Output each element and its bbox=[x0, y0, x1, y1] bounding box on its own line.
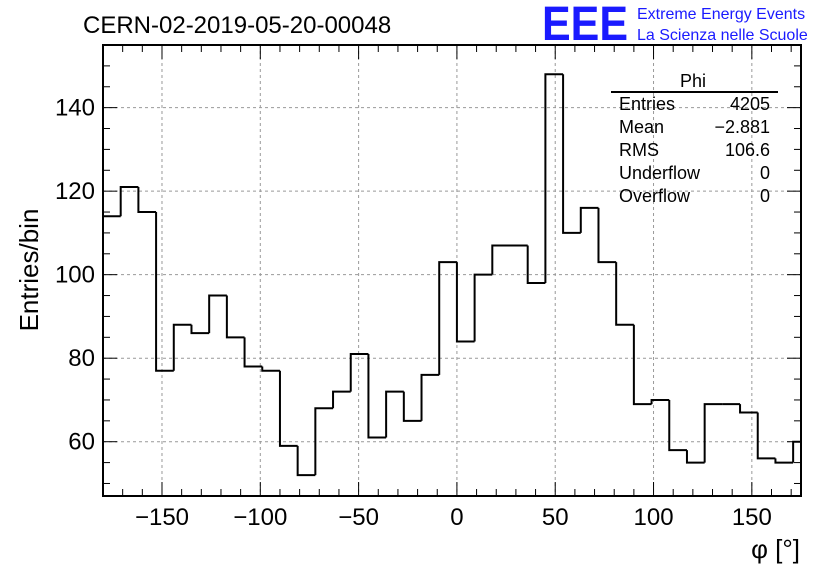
histogram-bin bbox=[119, 185, 139, 217]
grid bbox=[103, 45, 801, 496]
logo-line-1: Extreme Energy Events bbox=[637, 6, 805, 23]
histogram-bin bbox=[685, 450, 705, 464]
stats-label: Underflow bbox=[619, 163, 701, 183]
histogram-bin bbox=[243, 337, 263, 368]
histogram-bin bbox=[455, 262, 475, 343]
stats-value: 4205 bbox=[730, 94, 770, 114]
histogram-bin bbox=[314, 407, 334, 476]
x-tick-label: −100 bbox=[233, 504, 287, 531]
logo-line-2: La Scienza nelle Scuole bbox=[637, 27, 808, 44]
histogram-bin bbox=[668, 399, 687, 452]
stats-value: 0 bbox=[760, 163, 770, 183]
eee-logo: EEE Extreme Energy Events La Scienza nel… bbox=[542, 0, 808, 51]
plot-frame bbox=[102, 44, 802, 497]
stats-title: Phi bbox=[680, 71, 706, 91]
histogram-bin bbox=[739, 404, 758, 414]
histogram-bin bbox=[526, 245, 546, 285]
histogram-bin bbox=[208, 294, 227, 334]
stats-value: −2.881 bbox=[714, 117, 770, 137]
histogram-bin bbox=[703, 403, 723, 463]
chart-title: CERN-02-2019-05-20-00048 bbox=[83, 12, 391, 39]
histogram-bin bbox=[172, 323, 192, 371]
histogram-bin bbox=[296, 445, 316, 477]
stats-row: Entries 4205 bbox=[619, 94, 770, 114]
histogram-bin bbox=[137, 186, 157, 214]
x-tick-label: 50 bbox=[542, 504, 569, 531]
stats-box: Phi Entries 4205 Mean −2.881 RMS 106.6 U… bbox=[611, 71, 778, 206]
y-tick-label: 140 bbox=[55, 95, 95, 122]
stats-row: Overflow 0 bbox=[619, 186, 770, 206]
histogram-bin bbox=[438, 261, 457, 375]
stats-label: Overflow bbox=[619, 186, 691, 206]
histogram-bin bbox=[261, 366, 280, 372]
histogram-bin bbox=[225, 295, 245, 339]
histogram-bin bbox=[650, 398, 670, 405]
tick-labels: −150 −100 −50 0 50 100 150 60 80 100 120 140 bbox=[55, 95, 772, 531]
histogram-bin bbox=[774, 458, 794, 464]
y-tick-label: 100 bbox=[55, 262, 95, 289]
x-tick-label: 100 bbox=[634, 504, 674, 531]
x-tick-label: 150 bbox=[732, 504, 772, 531]
x-tick-label: 0 bbox=[450, 504, 463, 531]
histogram-bin bbox=[491, 244, 511, 275]
stats-value: 0 bbox=[760, 186, 770, 206]
y-axis-label: Entries/bin bbox=[14, 209, 44, 332]
x-tick-label: −50 bbox=[338, 504, 379, 531]
x-tick-label: −150 bbox=[135, 504, 189, 531]
histogram-bin bbox=[367, 354, 387, 439]
y-tick-label: 60 bbox=[68, 429, 95, 456]
stats-label: RMS bbox=[619, 140, 659, 160]
y-tick-label: 80 bbox=[68, 345, 95, 372]
histogram-bin bbox=[473, 273, 493, 342]
histogram-bin bbox=[332, 390, 351, 409]
histogram-bin bbox=[190, 324, 210, 335]
histogram-bin bbox=[278, 370, 298, 447]
histogram-bin bbox=[385, 390, 404, 438]
stats-label: Mean bbox=[619, 117, 664, 137]
x-axis-label: φ [°] bbox=[751, 534, 800, 564]
histogram-bin bbox=[756, 412, 776, 460]
histogram-bin bbox=[615, 262, 634, 326]
histogram-bars bbox=[103, 73, 802, 477]
stats-label: Entries bbox=[619, 94, 675, 114]
histogram-bin bbox=[792, 440, 801, 463]
histogram-bin bbox=[579, 206, 599, 233]
histogram-bin bbox=[544, 73, 564, 284]
histogram-bin bbox=[420, 373, 440, 421]
y-tick-label: 120 bbox=[55, 178, 95, 205]
stats-row: Underflow 0 bbox=[619, 163, 770, 183]
histogram-bin bbox=[349, 353, 369, 392]
eee-logo-mark: EEE bbox=[542, 0, 628, 51]
stats-row: RMS 106.6 bbox=[619, 140, 770, 160]
histogram-bin bbox=[632, 324, 652, 406]
histogram-bin bbox=[155, 212, 174, 372]
histogram-bin bbox=[597, 207, 617, 264]
histogram-bin bbox=[562, 74, 581, 234]
stats-value: 106.6 bbox=[725, 140, 770, 160]
stats-row: Mean −2.881 bbox=[619, 117, 770, 137]
axis-ticks bbox=[103, 45, 801, 496]
histogram-bin bbox=[402, 391, 422, 422]
